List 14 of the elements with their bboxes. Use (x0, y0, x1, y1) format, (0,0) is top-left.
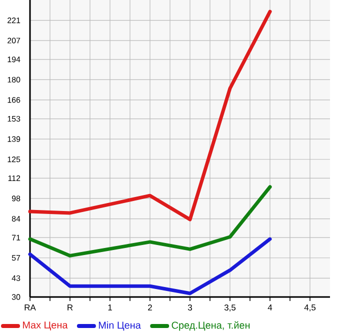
x-tick-label: 3,5 (224, 304, 236, 312)
x-tick-label: 2 (148, 304, 152, 310)
legend-label: Min Цена (98, 321, 141, 331)
line-series (28, 185, 272, 258)
line-series (28, 237, 272, 296)
legend-label: Max Цена (23, 322, 68, 330)
x-tick-label: 4 (268, 304, 272, 310)
line-series (28, 10, 272, 222)
x-tick-label: RA (24, 304, 36, 310)
x-tick-label: 3 (188, 304, 192, 311)
x-tick-label: 1 (108, 304, 112, 310)
legend-label: Сред.Цена, т.йен (172, 321, 250, 331)
x-tick-label: 4,5 (304, 304, 316, 312)
x-tick-label: R (68, 304, 73, 310)
